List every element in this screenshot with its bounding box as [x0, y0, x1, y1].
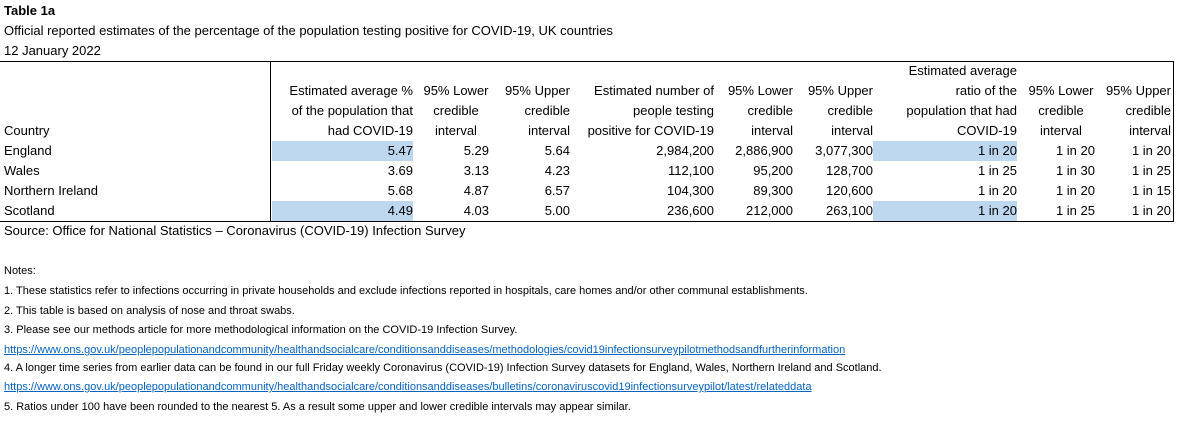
note-2: 2. This table is based on analysis of no… — [4, 305, 295, 317]
cell-estimated-number: 104,300 — [667, 183, 714, 198]
row-country: Scotland — [4, 203, 55, 218]
row-country: England — [4, 143, 52, 158]
cell-upper-3: 1 in 15 — [1131, 183, 1171, 198]
header-upper-2: 95% Upper credible interval — [807, 83, 873, 138]
cell-estimated-percent: 4.49 — [272, 201, 413, 221]
cell-upper-3: 1 in 20 — [1131, 143, 1171, 158]
cell-estimated-percent: 3.69 — [387, 163, 413, 178]
notes-heading: Notes: — [4, 265, 36, 277]
cell-estimated-number: 2,984,200 — [656, 143, 714, 158]
methods-link[interactable]: https://www.ons.gov.uk/peoplepopulationa… — [4, 344, 846, 356]
cell-ratio: 1 in 20 — [873, 201, 1017, 221]
cell-lower-2: 89,300 — [753, 183, 793, 198]
cell-lower-3: 1 in 30 — [1055, 163, 1095, 178]
cell-lower-3: 1 in 20 — [1055, 143, 1095, 158]
cell-lower-3: 1 in 25 — [1055, 203, 1095, 218]
cell-estimated-percent: 5.47 — [272, 141, 413, 161]
header-upper-1: 95% Upper credible interval — [504, 83, 570, 138]
row-country: Northern Ireland — [4, 183, 98, 198]
header-ratio: Estimated average ratio of the population … — [906, 63, 1017, 138]
cell-upper-1: 5.00 — [544, 203, 570, 218]
table-top-border — [0, 61, 1174, 62]
table-right-border — [1173, 61, 1174, 222]
table-bottom-border — [0, 221, 1174, 222]
header-estimated-number: Estimated number of people testing positiv… — [587, 83, 714, 138]
note-3: 3. Please see our methods article for mo… — [4, 324, 518, 336]
header-lower-2: 95% Lower credible interval — [727, 83, 793, 138]
cell-ratio: 1 in 20 — [977, 183, 1017, 198]
cell-estimated-percent: 5.68 — [387, 183, 413, 198]
cell-lower-1: 3.13 — [463, 163, 489, 178]
note-5: 5. Ratios under 100 have been rounded to… — [4, 401, 631, 413]
cell-upper-2: 3,077,300 — [815, 143, 873, 158]
header-country: Country — [4, 123, 50, 138]
header-estimated-percent: Estimated average % of the population tha… — [289, 83, 413, 138]
cell-lower-1: 4.03 — [463, 203, 489, 218]
cell-estimated-number: 112,100 — [667, 163, 714, 178]
cell-lower-2: 95,200 — [753, 163, 793, 178]
cell-estimated-number: 236,600 — [667, 203, 714, 218]
note-4: 4. A longer time series from earlier dat… — [4, 362, 882, 374]
header-lower-3: 95% Lower credible interval — [1028, 83, 1094, 138]
cell-upper-2: 120,600 — [826, 183, 873, 198]
cell-lower-3: 1 in 20 — [1055, 183, 1095, 198]
cell-upper-2: 263,100 — [826, 203, 873, 218]
cell-ratio: 1 in 25 — [977, 163, 1017, 178]
header-lower-1: 95% Lower credible interval — [423, 83, 489, 138]
cell-upper-1: 4.23 — [544, 163, 570, 178]
column-divider — [270, 61, 271, 222]
table-subtitle: Official reported estimates of the perce… — [4, 23, 613, 38]
cell-lower-2: 2,886,900 — [735, 143, 793, 158]
row-country: Wales — [4, 163, 40, 178]
cell-upper-3: 1 in 20 — [1131, 203, 1171, 218]
table-date: 12 January 2022 — [4, 43, 101, 58]
datasets-link[interactable]: https://www.ons.gov.uk/peoplepopulationa… — [4, 381, 812, 393]
cell-upper-1: 5.64 — [544, 143, 570, 158]
cell-ratio: 1 in 20 — [873, 141, 1017, 161]
cell-upper-3: 1 in 25 — [1131, 163, 1171, 178]
cell-upper-2: 128,700 — [826, 163, 873, 178]
source-note: Source: Office for National Statistics –… — [4, 223, 466, 238]
header-upper-3: 95% Upper credible interval — [1105, 83, 1171, 138]
cell-upper-1: 6.57 — [544, 183, 570, 198]
table-title: Table 1a — [4, 3, 56, 18]
note-1: 1. These statistics refer to infections … — [4, 285, 808, 297]
cell-lower-2: 212,000 — [746, 203, 793, 218]
cell-lower-1: 5.29 — [463, 143, 489, 158]
cell-lower-1: 4.87 — [463, 183, 489, 198]
